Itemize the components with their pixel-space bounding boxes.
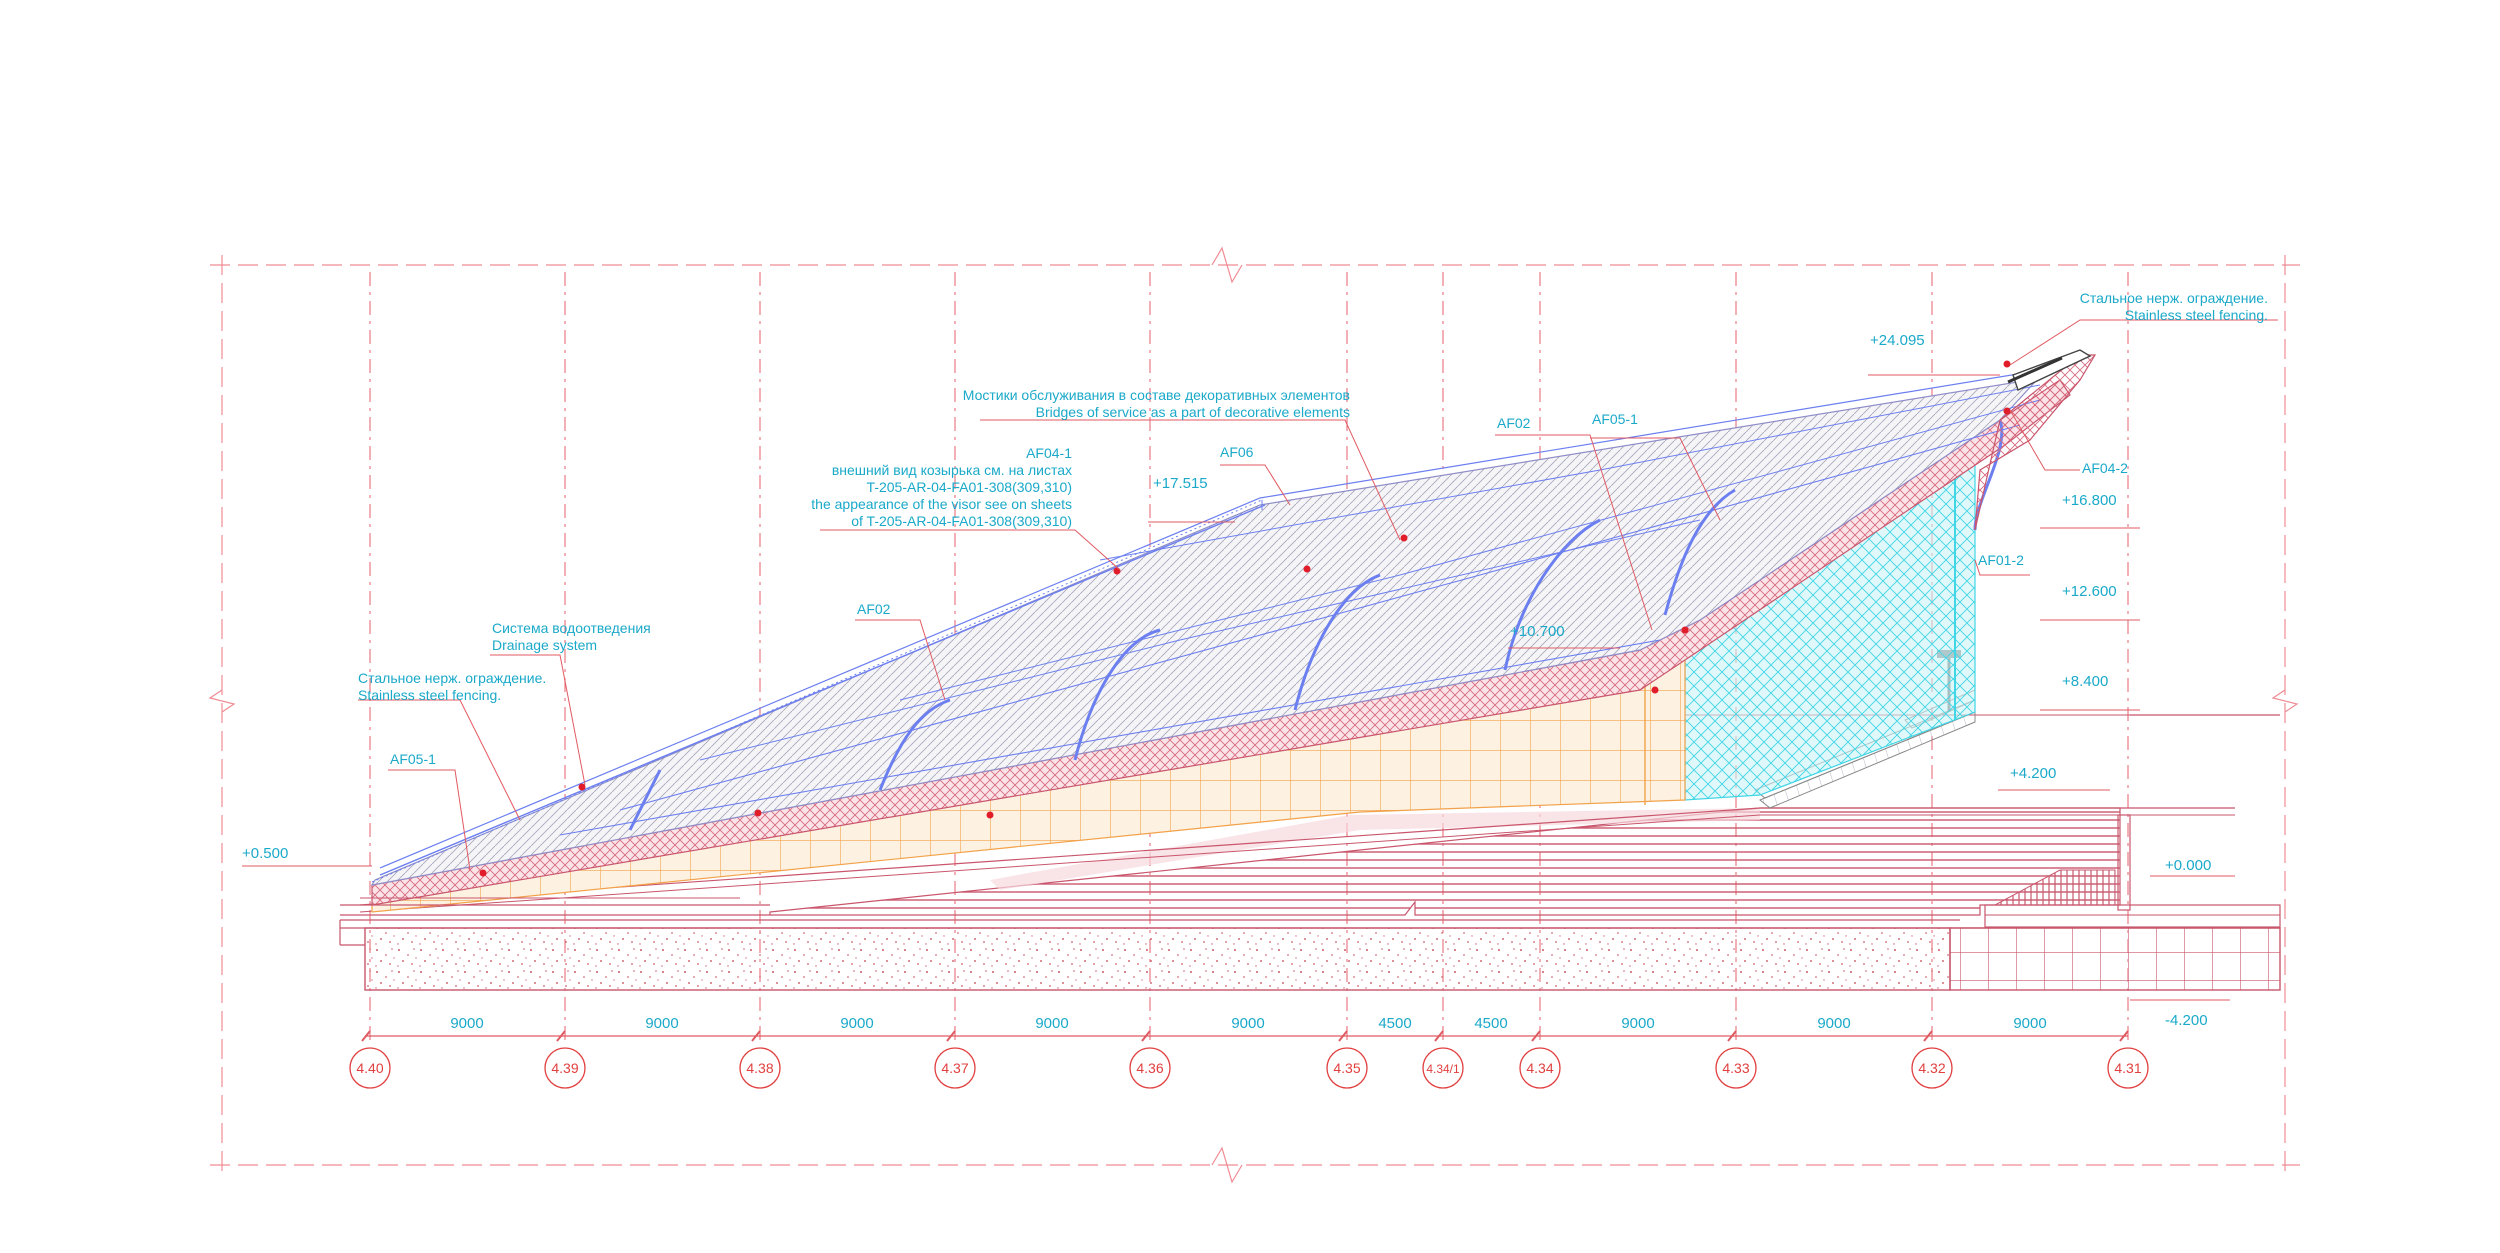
fencing-left-ru: Стальное нерж. ограждение. xyxy=(358,670,546,686)
af02-top-label: AF02 xyxy=(1497,415,1531,431)
dim-9: 9000 xyxy=(1817,1015,1850,1032)
drainage-en: Drainage system xyxy=(492,637,597,653)
dim-3: 9000 xyxy=(840,1015,873,1032)
dim-1: 9000 xyxy=(450,1015,483,1032)
fencing-left-en: Stainless steel fencing. xyxy=(358,687,501,703)
axis-4-33: 4.33 xyxy=(1722,1060,1749,1076)
level-labels: +24.095 +17.515 +16.800 +12.600 +10.700 … xyxy=(242,332,2211,1029)
af04-2-label: AF04-2 xyxy=(2082,460,2128,476)
af04-1-line1: внешний вид козырька см. на листах xyxy=(832,462,1072,478)
left-ground xyxy=(340,897,770,916)
bridges-en: Bridges of service as a part of decorati… xyxy=(1036,404,1350,420)
level-0000: +0.000 xyxy=(2165,857,2211,874)
af04-1-line4: of T-205-AR-04-FA01-308(309,310) xyxy=(851,513,1072,529)
level-4200: +4.200 xyxy=(2010,765,2056,782)
level-16800: +16.800 xyxy=(2062,492,2117,509)
level-17515: +17.515 xyxy=(1153,475,1208,492)
axis-4-37: 4.37 xyxy=(941,1060,968,1076)
axis-4-34-1: 4.34/1 xyxy=(1426,1062,1460,1076)
axis-4-35: 4.35 xyxy=(1333,1060,1360,1076)
dimension-line xyxy=(361,1030,2129,1042)
axis-labels: 4.40 4.39 4.38 4.37 4.36 4.35 4.34/1 4.3… xyxy=(356,1060,2141,1076)
dim-5: 9000 xyxy=(1231,1015,1264,1032)
fencing-top-ru: Стальное нерж. ограждение. xyxy=(2080,290,2268,306)
dim-8: 9000 xyxy=(1621,1015,1654,1032)
level-8400: +8.400 xyxy=(2062,673,2108,690)
af04-1-title: AF04-1 xyxy=(1026,445,1072,461)
axis-4-32: 4.32 xyxy=(1918,1060,1945,1076)
af04-1-line2: T-205-AR-04-FA01-308(309,310) xyxy=(867,479,1072,495)
af04-1-line3: the appearance of the visor see on sheet… xyxy=(811,496,1072,512)
af05-1-left-label: AF05-1 xyxy=(390,751,436,767)
level-12600: +12.600 xyxy=(2062,583,2117,600)
axis-4-36: 4.36 xyxy=(1136,1060,1163,1076)
af06-label: AF06 xyxy=(1220,444,1254,460)
axis-4-34: 4.34 xyxy=(1526,1060,1553,1076)
af02-mid-label: AF02 xyxy=(857,601,891,617)
af05-1-top-label: AF05-1 xyxy=(1592,411,1638,427)
fencing-top-en: Stainless steel fencing. xyxy=(2125,307,2268,323)
level-0500: +0.500 xyxy=(242,845,288,862)
leader-lines xyxy=(358,319,2278,871)
dimension-values: 9000 9000 9000 9000 9000 4500 4500 9000 … xyxy=(450,1015,2046,1032)
drainage-ru: Система водоотведения xyxy=(492,620,651,636)
axis-4-38: 4.38 xyxy=(746,1060,773,1076)
drawing-frame xyxy=(208,246,2300,1184)
annotation-labels: Стальное нерж. ограждение. Stainless ste… xyxy=(358,290,2268,767)
dim-4: 9000 xyxy=(1035,1015,1068,1032)
visor-tip xyxy=(1974,349,2097,531)
dim-10: 9000 xyxy=(2013,1015,2046,1032)
foundation xyxy=(339,919,2281,991)
dim-2: 9000 xyxy=(645,1015,678,1032)
marker-dots xyxy=(479,360,2011,877)
dim-6: 4500 xyxy=(1378,1015,1411,1032)
bridges-ru: Мостики обслуживания в составе декоратив… xyxy=(963,387,1350,403)
axis-bubbles xyxy=(349,1047,2149,1089)
dim-7: 4500 xyxy=(1474,1015,1507,1032)
level-10700: +10.700 xyxy=(1510,623,1565,640)
axis-4-31: 4.31 xyxy=(2114,1060,2141,1076)
af01-2-label: AF01-2 xyxy=(1978,552,2024,568)
roof-surface xyxy=(370,359,2056,886)
axis-4-40: 4.40 xyxy=(356,1060,383,1076)
level-24095: +24.095 xyxy=(1870,332,1925,349)
axis-4-39: 4.39 xyxy=(551,1060,578,1076)
level-m4200: -4.200 xyxy=(2165,1012,2208,1029)
level-marks xyxy=(242,374,2235,1001)
